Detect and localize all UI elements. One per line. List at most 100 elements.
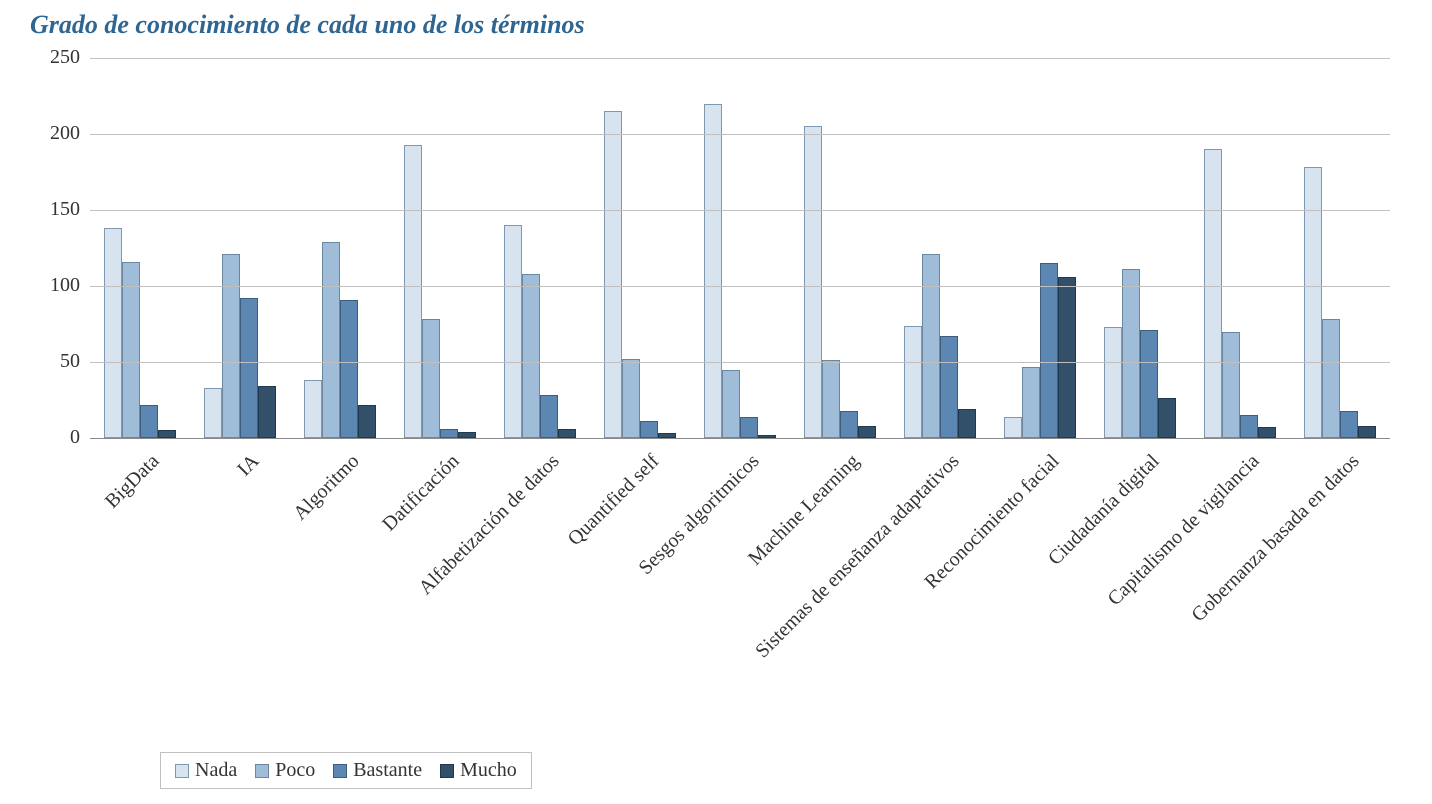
bar: [1240, 415, 1258, 438]
y-tick-label: 250: [25, 46, 80, 69]
bar: [158, 430, 176, 438]
x-tick-label: Sistemas de enseñanza adaptativos: [736, 450, 964, 678]
x-tick-label: Alfabetización de datos: [336, 450, 564, 678]
bar: [704, 104, 722, 438]
bar-group: [1204, 58, 1276, 438]
legend-swatch: [333, 764, 347, 778]
bar-group: [804, 58, 876, 438]
bar: [1022, 367, 1040, 438]
bar: [504, 225, 522, 438]
legend-item: Mucho: [440, 759, 517, 782]
legend-swatch: [255, 764, 269, 778]
legend-label: Poco: [275, 759, 315, 782]
y-tick-label: 150: [25, 198, 80, 221]
bar: [622, 359, 640, 438]
chart-container: Grado de conocimiento de cada uno de los…: [0, 0, 1432, 804]
gridline: [90, 362, 1390, 363]
bar: [1258, 427, 1276, 438]
bar: [940, 336, 958, 438]
bar: [740, 417, 758, 438]
bar: [858, 426, 876, 438]
y-tick-label: 100: [25, 274, 80, 297]
x-tick-label: Quantified self: [436, 450, 664, 678]
bar: [804, 126, 822, 438]
bar-group: [604, 58, 676, 438]
bar: [640, 421, 658, 438]
bar: [1122, 269, 1140, 438]
bar-group: [904, 58, 976, 438]
bar-group: [204, 58, 276, 438]
bar: [540, 395, 558, 438]
gridline: [90, 438, 1390, 439]
bar: [440, 429, 458, 438]
bar: [404, 145, 422, 438]
legend-swatch: [440, 764, 454, 778]
legend-label: Mucho: [460, 759, 517, 782]
x-tick-label: Ciudadanía digital: [936, 450, 1164, 678]
bar: [122, 262, 140, 438]
x-tick-label: Gobernanza basada en datos: [1136, 450, 1364, 678]
legend-label: Bastante: [353, 759, 422, 782]
legend-item: Nada: [175, 759, 237, 782]
gridline: [90, 58, 1390, 59]
bar: [258, 386, 276, 438]
bar: [322, 242, 340, 438]
x-tick-label: IA: [36, 450, 264, 678]
bar: [558, 429, 576, 438]
bar: [1104, 327, 1122, 438]
gridline: [90, 210, 1390, 211]
bar: [1322, 319, 1340, 438]
chart-legend: Nada Poco Bastante Mucho: [160, 752, 532, 789]
bar: [140, 405, 158, 438]
bar: [104, 228, 122, 438]
y-tick-label: 50: [25, 350, 80, 373]
bar: [1004, 417, 1022, 438]
bar: [604, 111, 622, 438]
bar-group: [104, 58, 176, 438]
bar: [340, 300, 358, 438]
bar-group: [504, 58, 576, 438]
bar: [204, 388, 222, 438]
x-tick-label: Sesgos algoritmicos: [536, 450, 764, 678]
y-tick-label: 0: [25, 426, 80, 449]
bar: [1158, 398, 1176, 438]
x-tick-label: Machine Learning: [636, 450, 864, 678]
bar: [922, 254, 940, 438]
bar: [840, 411, 858, 438]
legend-item: Bastante: [333, 759, 422, 782]
bar: [1140, 330, 1158, 438]
bar-group: [704, 58, 776, 438]
bar: [1304, 167, 1322, 438]
x-tick-label: Algoritmo: [136, 450, 364, 678]
bar: [1040, 263, 1058, 438]
bar-group: [1004, 58, 1076, 438]
bar: [422, 319, 440, 438]
bar-group: [304, 58, 376, 438]
plot-area: [90, 58, 1390, 438]
bar-group: [1304, 58, 1376, 438]
gridline: [90, 286, 1390, 287]
legend-label: Nada: [195, 759, 237, 782]
bar: [958, 409, 976, 438]
bar-group: [1104, 58, 1176, 438]
x-tick-label: Reconocimiento facial: [836, 450, 1064, 678]
gridline: [90, 134, 1390, 135]
legend-item: Poco: [255, 759, 315, 782]
bar-group: [404, 58, 476, 438]
bar: [822, 360, 840, 438]
bar: [1058, 277, 1076, 438]
bar: [358, 405, 376, 438]
x-tick-label: Capitalismo de vigilancia: [1036, 450, 1264, 678]
bar: [304, 380, 322, 438]
bar: [1358, 426, 1376, 438]
bar: [240, 298, 258, 438]
legend-swatch: [175, 764, 189, 778]
y-tick-label: 200: [25, 122, 80, 145]
bar: [1222, 332, 1240, 438]
bar: [522, 274, 540, 438]
bar: [904, 326, 922, 438]
chart-title: Grado de conocimiento de cada uno de los…: [30, 10, 585, 40]
x-tick-label: Datificación: [236, 450, 464, 678]
bar: [222, 254, 240, 438]
bar: [1340, 411, 1358, 438]
